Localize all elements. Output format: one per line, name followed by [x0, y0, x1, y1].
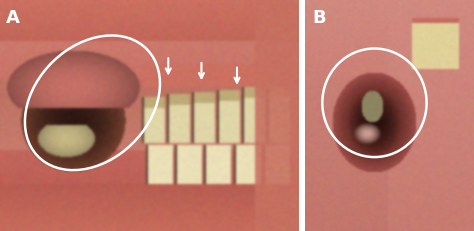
Text: B: B — [312, 9, 326, 27]
Text: A: A — [6, 9, 19, 27]
